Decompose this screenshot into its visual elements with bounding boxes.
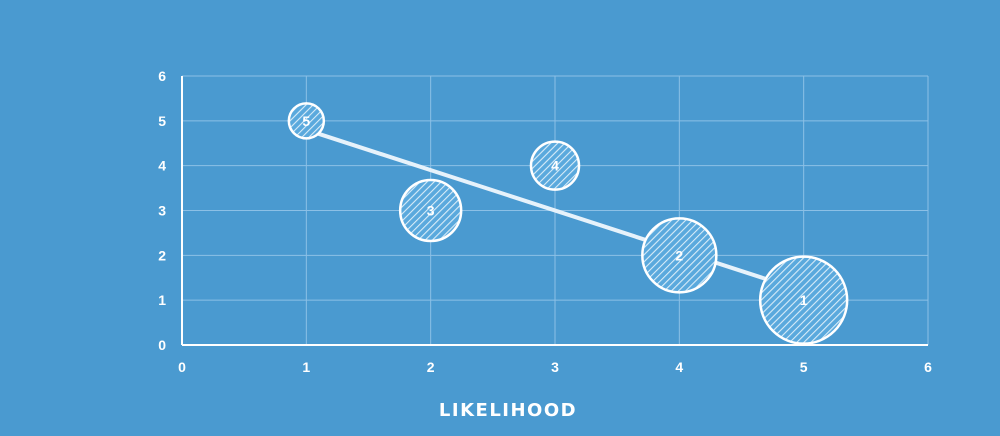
bubble-circle xyxy=(398,178,463,243)
bubble: 5 xyxy=(287,102,326,140)
x-tick-label: 4 xyxy=(675,359,683,375)
x-tick-label: 1 xyxy=(302,359,310,375)
bubble-circle xyxy=(529,140,581,191)
y-tick-label: 3 xyxy=(158,203,166,219)
bubble-label: 2 xyxy=(675,247,683,263)
axes: 0 1 2 3 4 5 6 0 1 2 3 4 5 6 xyxy=(158,68,932,375)
bubble-label: 4 xyxy=(551,158,559,174)
x-tick-label: 6 xyxy=(924,359,932,375)
bubble: 2 xyxy=(641,217,718,294)
y-tick-label: 6 xyxy=(158,68,166,84)
bubble-label: 3 xyxy=(427,203,435,219)
trendline-group xyxy=(304,127,806,294)
bubble: 1 xyxy=(758,255,849,345)
y-tick-label: 0 xyxy=(158,337,166,353)
trendline xyxy=(304,127,806,294)
bubble-label: 5 xyxy=(302,113,310,129)
y-tick-label: 4 xyxy=(158,158,166,174)
y-tick-label: 1 xyxy=(158,292,166,308)
bubbles: 5 3 4 2 1 xyxy=(287,102,849,345)
bubble-circle xyxy=(287,102,326,140)
bubble: 3 xyxy=(398,178,463,243)
bubble: 4 xyxy=(529,140,581,191)
x-tick-label: 2 xyxy=(427,359,435,375)
x-axis-title: LIKELIHOOD xyxy=(439,400,577,421)
bubble-circle xyxy=(641,217,718,294)
x-tick-label: 0 xyxy=(178,359,186,375)
x-tick-label: 3 xyxy=(551,359,559,375)
x-tick-label: 5 xyxy=(800,359,808,375)
bubble-label: 1 xyxy=(800,292,808,308)
bubble-circle xyxy=(758,255,849,345)
y-tick-label: 5 xyxy=(158,113,166,129)
y-tick-label: 2 xyxy=(158,247,166,263)
